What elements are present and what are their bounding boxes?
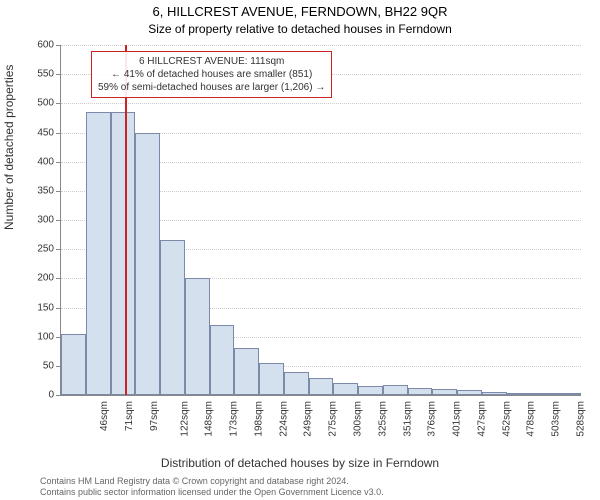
ytick-label: 500 bbox=[24, 98, 54, 109]
histogram-bar bbox=[531, 393, 556, 395]
histogram-bar bbox=[408, 388, 433, 395]
xtick-label: 478sqm bbox=[526, 401, 537, 437]
histogram-bar bbox=[333, 383, 358, 395]
ytick-mark bbox=[56, 191, 61, 192]
xtick-label: 122sqm bbox=[179, 401, 190, 437]
xtick-label: 427sqm bbox=[476, 401, 487, 437]
histogram-bar bbox=[111, 112, 136, 395]
ytick-label: 300 bbox=[24, 215, 54, 226]
ytick-mark bbox=[56, 249, 61, 250]
annotation-line3: 59% of semi-detached houses are larger (… bbox=[98, 81, 325, 94]
gridline bbox=[61, 45, 581, 46]
footer-line2: Contains public sector information licen… bbox=[40, 487, 384, 498]
address-title: 6, HILLCREST AVENUE, FERNDOWN, BH22 9QR bbox=[0, 4, 600, 19]
histogram-bar bbox=[432, 389, 457, 395]
ytick-label: 100 bbox=[24, 331, 54, 342]
ytick-label: 250 bbox=[24, 244, 54, 255]
histogram-bar bbox=[309, 378, 334, 396]
ytick-mark bbox=[56, 74, 61, 75]
xtick-label: 351sqm bbox=[402, 401, 413, 437]
footer-line1: Contains HM Land Registry data © Crown c… bbox=[40, 476, 384, 487]
chart-container: 6, HILLCREST AVENUE, FERNDOWN, BH22 9QR … bbox=[0, 0, 600, 500]
ytick-mark bbox=[56, 103, 61, 104]
annotation-line1: 6 HILLCREST AVENUE: 111sqm bbox=[98, 55, 325, 68]
ytick-mark bbox=[56, 45, 61, 46]
ytick-label: 450 bbox=[24, 127, 54, 138]
histogram-bar bbox=[135, 133, 160, 396]
annotation-line2: ← 41% of detached houses are smaller (85… bbox=[98, 68, 325, 81]
ytick-label: 550 bbox=[24, 69, 54, 80]
annotation-box: 6 HILLCREST AVENUE: 111sqm ← 41% of deta… bbox=[91, 51, 332, 98]
histogram-bar bbox=[160, 240, 185, 395]
histogram-bar bbox=[234, 348, 259, 395]
footer-attribution: Contains HM Land Registry data © Crown c… bbox=[40, 476, 384, 498]
ytick-label: 50 bbox=[24, 360, 54, 371]
xtick-label: 148sqm bbox=[204, 401, 215, 437]
xtick-label: 376sqm bbox=[427, 401, 438, 437]
xtick-label: 173sqm bbox=[229, 401, 240, 437]
xtick-label: 224sqm bbox=[278, 401, 289, 437]
x-axis-label: Distribution of detached houses by size … bbox=[0, 456, 600, 470]
ytick-mark bbox=[56, 278, 61, 279]
histogram-bar bbox=[210, 325, 235, 395]
xtick-label: 97sqm bbox=[149, 401, 160, 431]
y-axis-label: Number of detached properties bbox=[2, 65, 16, 230]
ytick-mark bbox=[56, 220, 61, 221]
plot-area: 6 HILLCREST AVENUE: 111sqm ← 41% of deta… bbox=[60, 45, 581, 396]
histogram-bar bbox=[61, 334, 86, 395]
xtick-label: 503sqm bbox=[551, 401, 562, 437]
xtick-label: 275sqm bbox=[328, 401, 339, 437]
ytick-mark bbox=[56, 133, 61, 134]
xtick-label: 401sqm bbox=[452, 401, 463, 437]
xtick-label: 325sqm bbox=[377, 401, 388, 437]
ytick-mark bbox=[56, 395, 61, 396]
ytick-label: 200 bbox=[24, 273, 54, 284]
ytick-label: 350 bbox=[24, 185, 54, 196]
ytick-mark bbox=[56, 308, 61, 309]
ytick-mark bbox=[56, 162, 61, 163]
xtick-label: 300sqm bbox=[353, 401, 364, 437]
histogram-bar bbox=[259, 363, 284, 395]
xtick-label: 452sqm bbox=[501, 401, 512, 437]
ytick-label: 400 bbox=[24, 156, 54, 167]
ytick-label: 600 bbox=[24, 40, 54, 51]
xtick-label: 528sqm bbox=[575, 401, 586, 437]
xtick-label: 198sqm bbox=[254, 401, 265, 437]
histogram-bar bbox=[457, 390, 482, 395]
xtick-label: 71sqm bbox=[124, 401, 135, 431]
xtick-label: 249sqm bbox=[303, 401, 314, 437]
histogram-bar bbox=[284, 372, 309, 395]
histogram-bar bbox=[507, 393, 532, 395]
gridline bbox=[61, 103, 581, 104]
histogram-bar bbox=[86, 112, 111, 395]
xtick-label: 46sqm bbox=[99, 401, 110, 431]
histogram-bar bbox=[185, 278, 210, 395]
histogram-bar bbox=[482, 392, 507, 395]
histogram-bar bbox=[383, 385, 408, 396]
chart-subtitle: Size of property relative to detached ho… bbox=[0, 22, 600, 36]
histogram-bar bbox=[358, 386, 383, 395]
ytick-label: 0 bbox=[24, 390, 54, 401]
ytick-label: 150 bbox=[24, 302, 54, 313]
histogram-bar bbox=[556, 393, 581, 395]
